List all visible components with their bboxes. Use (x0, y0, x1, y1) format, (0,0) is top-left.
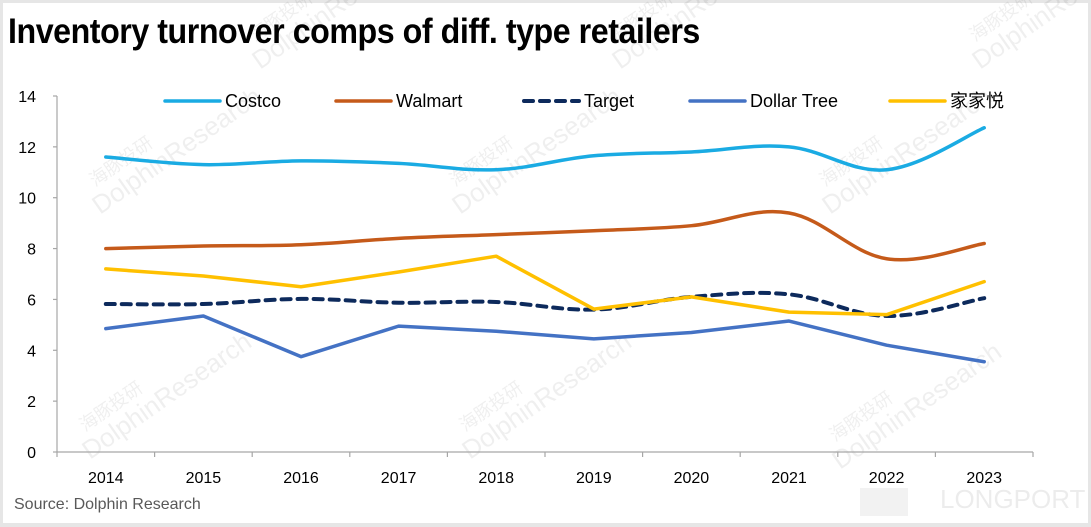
axes: 0 2 4 6 8 10 12 14 2014 2015 2016 2017 2018 2019 2020 2… (18, 89, 1034, 487)
x-tick-label: 2022 (869, 470, 905, 487)
x-tick-label: 2018 (478, 470, 514, 487)
series-line-2 (103, 290, 987, 318)
y-tick-label: 2 (27, 394, 36, 411)
legend-label: Target (584, 91, 634, 111)
x-tick-label: 2014 (88, 470, 124, 487)
longport-watermark: LONGPORT (940, 484, 1086, 514)
chart-frame (3, 3, 1088, 523)
x-tick-label: 2016 (283, 470, 319, 487)
longport-logo-icon (860, 488, 908, 516)
y-tick-label: 8 (27, 242, 36, 259)
legend-label: Walmart (396, 91, 462, 111)
watermark-text: DolphinResearch (456, 326, 637, 465)
series-line-4 (104, 254, 986, 317)
y-tick-label: 6 (27, 292, 36, 309)
x-tick-label: 2015 (186, 470, 222, 487)
legend: Costco Walmart Target Dollar Tree 家家悦 (163, 91, 1004, 111)
x-tick-label: 2023 (966, 470, 1002, 487)
x-tick-label: 2021 (771, 470, 807, 487)
chart-title: Inventory turnover comps of diff. type r… (8, 12, 700, 51)
series-line-0 (104, 126, 986, 172)
y-tick-label: 0 (27, 445, 36, 462)
watermark-text: DolphinResearch (826, 336, 1007, 475)
legend-label: 家家悦 (950, 91, 1004, 111)
y-tick-label: 14 (18, 89, 36, 106)
series-line-1 (104, 209, 986, 262)
y-tick-label: 10 (18, 191, 36, 208)
legend-label: Dollar Tree (750, 91, 838, 111)
series-line-3 (104, 314, 986, 364)
legend-label: Costco (225, 91, 281, 111)
y-tick-label: 12 (18, 140, 36, 157)
x-tick-label: 2017 (381, 470, 417, 487)
x-tick-label: 2020 (674, 470, 710, 487)
series-lines (103, 126, 987, 364)
watermark-text: DolphinResearch (76, 326, 257, 465)
x-tick-label: 2019 (576, 470, 612, 487)
source-note: Source: Dolphin Research (14, 496, 201, 513)
y-tick-label: 4 (27, 343, 36, 360)
